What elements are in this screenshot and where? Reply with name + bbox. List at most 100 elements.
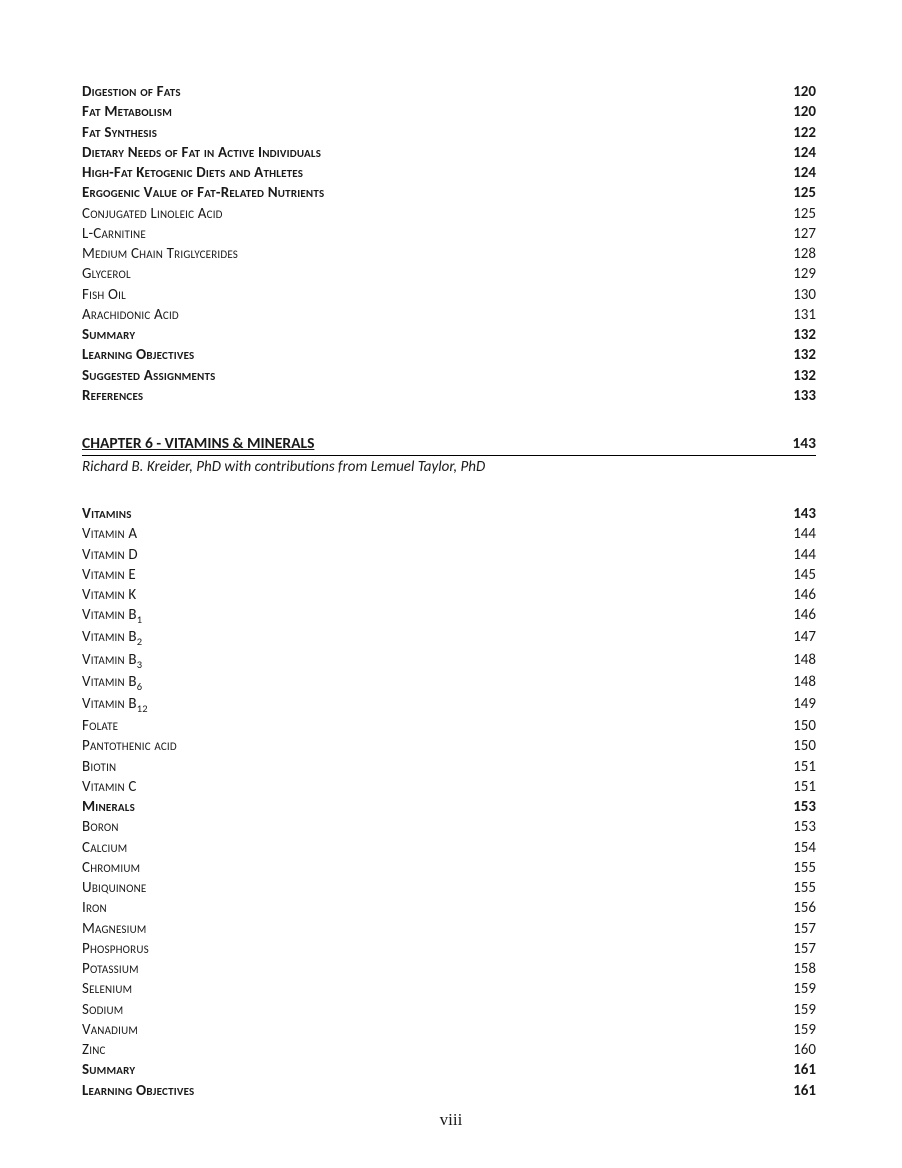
toc-row: Vitamin B1146 [82,605,816,627]
toc-row: Biotin151 [82,757,816,777]
toc-row: Learning Objectives161 [82,1081,816,1101]
toc-row: Phosphorus157 [82,939,816,959]
toc-title: Folate [82,716,785,736]
toc-row: Selenium159 [82,979,816,999]
toc-row: Fat Metabolism120 [82,102,816,122]
chapter-byline: Richard B. Kreider, PhD with contributio… [82,458,816,476]
toc-title: Phosphorus [82,939,785,959]
toc-page: 153 [785,797,816,817]
toc-row: Vanadium159 [82,1020,816,1040]
toc-page: 150 [785,736,816,756]
toc-title: Summary [82,1060,785,1080]
toc-title: Pantothenic acid [82,736,785,756]
toc-title: Glycerol [82,264,785,284]
toc-title: Suggested Assignments [82,366,785,386]
toc-title: Sodium [82,1000,785,1020]
toc-row: Iron156 [82,898,816,918]
toc-title: References [82,386,785,406]
toc-page: 161 [785,1081,816,1101]
toc-page: 161 [785,1060,816,1080]
toc-page: 159 [785,1020,816,1040]
toc-page: 128 [785,244,816,264]
toc-title: Magnesium [82,919,785,939]
toc-title: Ubiquinone [82,878,785,898]
toc-row: Pantothenic acid150 [82,736,816,756]
toc-row: Vitamin E145 [82,565,816,585]
toc-title: Iron [82,898,785,918]
toc-row: Vitamin B3148 [82,650,816,672]
toc-page: 145 [785,565,816,585]
toc-title: Vitamin C [82,777,785,797]
toc-row: Vitamin A144 [82,524,816,544]
toc-row: Vitamin C151 [82,777,816,797]
toc-page: 158 [785,959,816,979]
toc-title: Vitamin D [82,545,785,565]
toc-page: 120 [785,82,816,102]
toc-page: 132 [785,366,816,386]
toc-page: 132 [785,325,816,345]
toc-title: Vitamin B1 [82,605,785,627]
toc-page: 124 [785,143,816,163]
toc-page: 155 [785,878,816,898]
toc-page: 133 [785,386,816,406]
toc-row: L-Carnitine127 [82,224,816,244]
toc-row: References133 [82,386,816,406]
toc-page: 156 [785,898,816,918]
toc-page: 159 [785,979,816,999]
toc-row: Vitamins143 [82,504,816,524]
toc-page: 151 [785,757,816,777]
toc-title: Fat Metabolism [82,102,785,122]
toc-page: 144 [785,524,816,544]
toc-row: Minerals153 [82,797,816,817]
toc-row: Ubiquinone155 [82,878,816,898]
toc-row: Dietary Needs of Fat in Active Individua… [82,143,816,163]
toc-page: 132 [785,345,816,365]
toc-title: Learning Objectives [82,1081,785,1101]
page-number: viii [0,1110,902,1130]
toc-row: Boron153 [82,817,816,837]
toc-row: Calcium154 [82,838,816,858]
toc-page: 159 [785,1000,816,1020]
toc-row: Folate150 [82,716,816,736]
toc-row: Vitamin B6148 [82,672,816,694]
toc-title: Medium Chain Triglycerides [82,244,785,264]
toc-title: Calcium [82,838,785,858]
toc-row: Conjugated Linoleic Acid125 [82,204,816,224]
toc-page: 148 [785,672,816,692]
toc-row: Arachidonic Acid131 [82,305,816,325]
toc-row: Zinc160 [82,1040,816,1060]
toc-title: Vanadium [82,1020,785,1040]
toc-title: L-Carnitine [82,224,785,244]
toc-title: Arachidonic Acid [82,305,785,325]
toc-row: Vitamin D144 [82,545,816,565]
chapter-title: CHAPTER 6 - VITAMINS & MINERALS [82,434,314,453]
toc-title: Selenium [82,979,785,999]
toc-page: 127 [785,224,816,244]
toc-title: Potassium [82,959,785,979]
toc-page: 160 [785,1040,816,1060]
toc-top-section: Digestion of Fats120Fat Metabolism120Fat… [82,82,816,406]
toc-row: Medium Chain Triglycerides128 [82,244,816,264]
toc-title: Boron [82,817,785,837]
toc-row: Fish Oil130 [82,285,816,305]
toc-page: 131 [785,305,816,325]
toc-row: Glycerol129 [82,264,816,284]
toc-title: Digestion of Fats [82,82,785,102]
toc-row: Fat Synthesis122 [82,123,816,143]
toc-row: Suggested Assignments132 [82,366,816,386]
toc-page: 125 [785,204,816,224]
toc-title: Vitamin B2 [82,627,785,649]
toc-page: 147 [785,627,816,647]
toc-row: High-Fat Ketogenic Diets and Athletes124 [82,163,816,183]
toc-title: Vitamin B3 [82,650,785,672]
toc-page: 130 [785,285,816,305]
toc-title: Vitamin K [82,585,785,605]
toc-page: 154 [785,838,816,858]
toc-page: 151 [785,777,816,797]
toc-title: Chromium [82,858,785,878]
toc-title: Fat Synthesis [82,123,785,143]
toc-title: Minerals [82,797,785,817]
toc-row: Vitamin K146 [82,585,816,605]
toc-page: 149 [785,694,816,714]
toc-row: Vitamin B12149 [82,694,816,716]
